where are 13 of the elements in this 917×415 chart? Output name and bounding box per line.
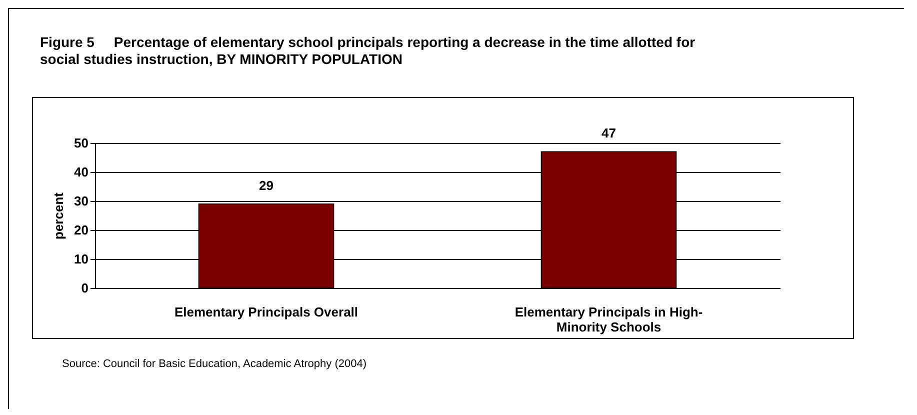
data-label: 29 — [259, 178, 274, 193]
x-tick-label: Elementary Principals Overall — [174, 304, 358, 320]
x-tick-label: Elementary Principals in High-Minority Schools — [514, 304, 703, 334]
y-tick-label: 0 — [81, 280, 88, 296]
y-tick-label: 40 — [74, 164, 88, 180]
y-tick-label: 30 — [74, 194, 88, 208]
y-tick-label: 50 — [74, 136, 88, 150]
source-note: Source: Council for Basic Education, Academic Atrophy (2004) — [62, 358, 366, 370]
y-tick-label: 10 — [74, 252, 88, 266]
y-axis-title: percent — [51, 192, 66, 240]
chart-title: Figure 5 Percentage of elementary school principals reporting a decrease in the time allotted for social studies instruction, BY MINORITY POPULATION — [40, 34, 696, 68]
data-label: 47 — [602, 126, 616, 141]
y-tick-label: 20 — [74, 222, 88, 238]
